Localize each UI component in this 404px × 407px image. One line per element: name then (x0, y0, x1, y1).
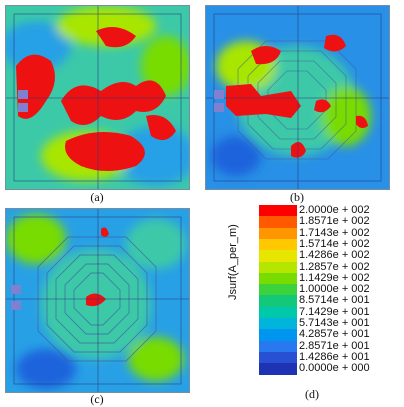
legend-label: 1.7143e + 002 (299, 226, 370, 239)
legend-entry: 2.8571e + 001 (237, 339, 397, 353)
panel-c (5, 208, 190, 393)
legend-entry: 1.8571e + 002 (237, 215, 397, 229)
legend-label: 4.2857e + 001 (299, 328, 370, 341)
legend-swatch (259, 272, 297, 285)
legend-label: 1.0000e + 002 (299, 283, 370, 296)
legend-swatch (259, 261, 297, 274)
legend-entry: 1.2857e + 002 (237, 260, 397, 274)
caption-a: (a) (90, 190, 104, 204)
legend-label: 2.0000e + 002 (299, 204, 370, 216)
legend-swatch (259, 306, 297, 319)
panel-b (205, 5, 390, 190)
legend-swatch (259, 284, 297, 296)
legend-label: 5.7143e + 001 (299, 317, 370, 329)
legend-label: 8.5714e + 001 (299, 294, 370, 307)
legend-swatch (259, 227, 297, 240)
legend-swatch (259, 250, 297, 262)
legend-entry: 8.5714e + 001 (237, 294, 397, 308)
legend-entry: 7.1429e + 001 (237, 305, 397, 319)
legend-entry: 1.0000e + 002 (237, 283, 397, 296)
caption-c: (c) (90, 392, 104, 406)
legend-entry: 4.2857e + 001 (237, 328, 397, 342)
legend-label: 1.1429e + 002 (299, 271, 370, 284)
legend-entry: 1.5714e + 002 (237, 237, 397, 251)
legend-entry: 0.0000e + 000 (237, 362, 397, 375)
legend-label: 7.1429e + 001 (299, 305, 370, 318)
legend-entry: 5.7143e + 001 (237, 317, 397, 330)
legend-swatch (259, 363, 297, 375)
legend-entry: 1.1429e + 002 (237, 271, 397, 285)
legend-label: 1.4286e + 002 (299, 249, 370, 262)
legend-entry: 2.0000e + 002 (237, 204, 397, 217)
color-legend: 2.0000e + 002 1.8571e + 002 1.7143e + 002 1… (237, 204, 397, 385)
legend-entry: 1.4286e + 001 (237, 350, 397, 364)
panel-a (5, 5, 190, 190)
legend-entry: 1.4286e + 002 (237, 249, 397, 262)
legend-swatch (259, 340, 297, 353)
legend-label: 1.2857e + 002 (299, 260, 370, 273)
legend-label: 2.8571e + 001 (299, 339, 370, 352)
legend-label: 0.0000e + 000 (299, 362, 370, 375)
legend-swatch (259, 205, 297, 217)
legend-swatch (259, 329, 297, 342)
legend-swatch (259, 295, 297, 308)
legend-swatch (259, 216, 297, 229)
legend-label: 1.5714e + 002 (299, 237, 370, 250)
legend-label: 1.4286e + 001 (299, 350, 370, 363)
caption-b: (b) (290, 190, 304, 204)
legend-label: 1.8571e + 002 (299, 215, 370, 228)
caption-d: (d) (305, 387, 319, 401)
legend-entry: 1.7143e + 002 (237, 226, 397, 240)
legend-swatch (259, 318, 297, 330)
legend-swatch (259, 351, 297, 364)
legend-swatch (259, 238, 297, 251)
